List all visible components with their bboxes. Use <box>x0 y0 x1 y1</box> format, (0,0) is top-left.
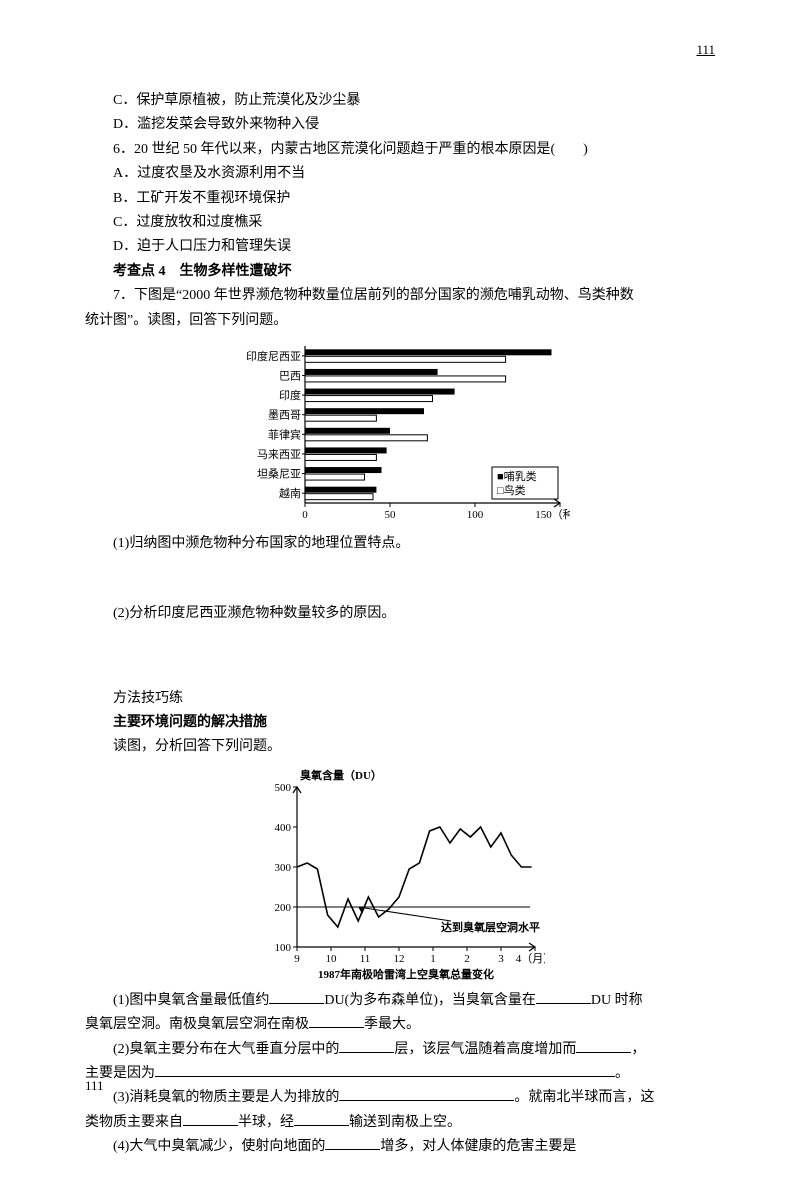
fill-text: 增多，对人体健康的危害主要是 <box>380 1139 576 1154</box>
svg-text:■哺乳类: ■哺乳类 <box>497 469 537 483</box>
fill-text: 类物质主要来自 <box>85 1115 183 1130</box>
svg-text:越南: 越南 <box>279 486 301 500</box>
svg-text:菲律宾: 菲律宾 <box>268 427 301 441</box>
svg-text:11: 11 <box>360 953 371 965</box>
fill-text: (3)消耗臭氧的物质主要是人为排放的 <box>113 1090 339 1105</box>
bar-chart-container: 0 50 100 150（种） 印度尼西亚巴西印度墨西哥菲律宾马来西亚坦桑尼亚越南 ■哺乳… <box>85 340 715 525</box>
page-number-top: 111 <box>696 40 715 61</box>
option-d: D．滥挖发菜会导致外来物种入侵 <box>85 114 715 136</box>
svg-text:1987年南极哈雷湾上空臭氧总量变化: 1987年南极哈雷湾上空臭氧总量变化 <box>318 967 494 981</box>
method-title2: 主要环境问题的解决措施 <box>85 712 715 734</box>
q6-b: B．工矿开发不重视环境保护 <box>85 188 715 210</box>
q7-sub1: (1)归纳图中濒危物种分布国家的地理位置特点。 <box>85 533 715 555</box>
line-chart: 臭氧含量（DU）10020030040050091011121234（月）达到臭… <box>255 767 545 982</box>
svg-text:墨西哥: 墨西哥 <box>268 409 301 422</box>
svg-text:10: 10 <box>326 953 338 965</box>
svg-text:1: 1 <box>430 953 436 965</box>
svg-text:500: 500 <box>275 782 292 794</box>
fill-text: 。 <box>615 1066 629 1081</box>
q7-stem-line2: 统计图”。读图，回答下列问题。 <box>85 310 715 332</box>
svg-text:印度尼西亚: 印度尼西亚 <box>246 349 301 363</box>
option-c: C．保护草原植被，防止荒漠化及沙尘暴 <box>85 90 715 112</box>
svg-text:400: 400 <box>275 822 292 834</box>
fill-q2-line1: (2)臭氧主要分布在大气垂直分层中的 层，该层气温随着高度增加而 ， <box>85 1039 715 1061</box>
fill-text: DU(为多布森单位)，当臭氧含量在 <box>324 993 536 1008</box>
svg-text:马来西亚: 马来西亚 <box>257 448 301 461</box>
svg-text:达到臭氧层空洞水平: 达到臭氧层空洞水平 <box>441 920 540 934</box>
q6-a: A．过度农垦及水资源利用不当 <box>85 163 715 185</box>
svg-text:坦桑尼亚: 坦桑尼亚 <box>257 466 301 480</box>
fill-q2-line2: 主要是因为。 <box>85 1063 715 1085</box>
fill-text: 臭氧层空洞。南极臭氧层空洞在南极 <box>85 1017 309 1032</box>
fill-text: (1)图中臭氧含量最低值约 <box>113 993 269 1008</box>
fill-q1-line1: (1)图中臭氧含量最低值约 DU(为多布森单位)，当臭氧含量在 DU 时称 <box>85 990 715 1012</box>
fill-text: 。就南北半球而言，这 <box>514 1090 654 1105</box>
fill-text: (2)臭氧主要分布在大气垂直分层中的 <box>113 1042 339 1057</box>
svg-text:4（月）: 4（月） <box>516 952 545 965</box>
document-content: C．保护草原植被，防止荒漠化及沙尘暴 D．滥挖发菜会导致外来物种入侵 6．20 … <box>0 0 800 1201</box>
method-lead: 读图，分析回答下列问题。 <box>85 736 715 758</box>
fill-q3-line1: (3)消耗臭氧的物质主要是人为排放的 。就南北半球而言，这 <box>85 1087 715 1109</box>
svg-text:300: 300 <box>275 862 292 874</box>
fill-text: DU 时称 <box>591 993 643 1008</box>
svg-text:印度: 印度 <box>279 388 301 402</box>
fill-text: ， <box>631 1042 645 1057</box>
svg-text:巴西: 巴西 <box>279 370 301 382</box>
q6-stem: 6．20 世纪 50 年代以来，内蒙古地区荒漠化问题趋于严重的根本原因是( ) <box>85 139 715 161</box>
svg-text:□鸟类: □鸟类 <box>497 483 526 497</box>
fill-text: 输送到南极上空。 <box>349 1115 461 1130</box>
line-chart-container: 臭氧含量（DU）10020030040050091011121234（月）达到臭… <box>85 767 715 982</box>
fill-text: 季最大。 <box>364 1017 420 1032</box>
q6-c: C．过度放牧和过度樵采 <box>85 212 715 234</box>
q7-stem-line1: 7．下图是“2000 年世界濒危物种数量位居前列的部分国家的濒危哺乳动物、鸟类种… <box>85 285 715 307</box>
svg-text:100: 100 <box>467 509 484 521</box>
svg-text:3: 3 <box>498 953 504 965</box>
bar-chart: 0 50 100 150（种） 印度尼西亚巴西印度墨西哥菲律宾马来西亚坦桑尼亚越南 ■哺乳… <box>230 340 570 525</box>
fill-text: 层，该层气温随着高度增加而 <box>394 1042 576 1057</box>
svg-text:臭氧含量（DU）: 臭氧含量（DU） <box>300 768 382 782</box>
fill-q1-line2: 臭氧层空洞。南极臭氧层空洞在南极 季最大。 <box>85 1014 715 1036</box>
fill-q4-line1: (4)大气中臭氧减少，使射向地面的 增多，对人体健康的危害主要是 <box>85 1136 715 1158</box>
svg-text:150（种）: 150（种） <box>535 507 570 521</box>
svg-text:50: 50 <box>385 509 397 521</box>
page-number-bottom: 111 <box>85 1076 104 1097</box>
q7-sub2: (2)分析印度尼西亚濒危物种数量较多的原因。 <box>85 603 715 625</box>
svg-text:2: 2 <box>464 953 470 965</box>
svg-text:200: 200 <box>275 902 292 914</box>
kaodian4-title: 考查点 4 生物多样性遭破坏 <box>85 261 715 283</box>
svg-text:12: 12 <box>394 953 405 965</box>
fill-text: (4)大气中臭氧减少，使射向地面的 <box>113 1139 325 1154</box>
q6-d: D．迫于人口压力和管理失误 <box>85 236 715 258</box>
svg-text:100: 100 <box>275 942 292 954</box>
fill-q3-line2: 类物质主要来自 半球，经 输送到南极上空。 <box>85 1112 715 1134</box>
fill-text: 半球，经 <box>238 1115 294 1130</box>
method-title1: 方法技巧练 <box>85 688 715 710</box>
svg-text:0: 0 <box>302 509 308 521</box>
svg-text:9: 9 <box>294 953 300 965</box>
